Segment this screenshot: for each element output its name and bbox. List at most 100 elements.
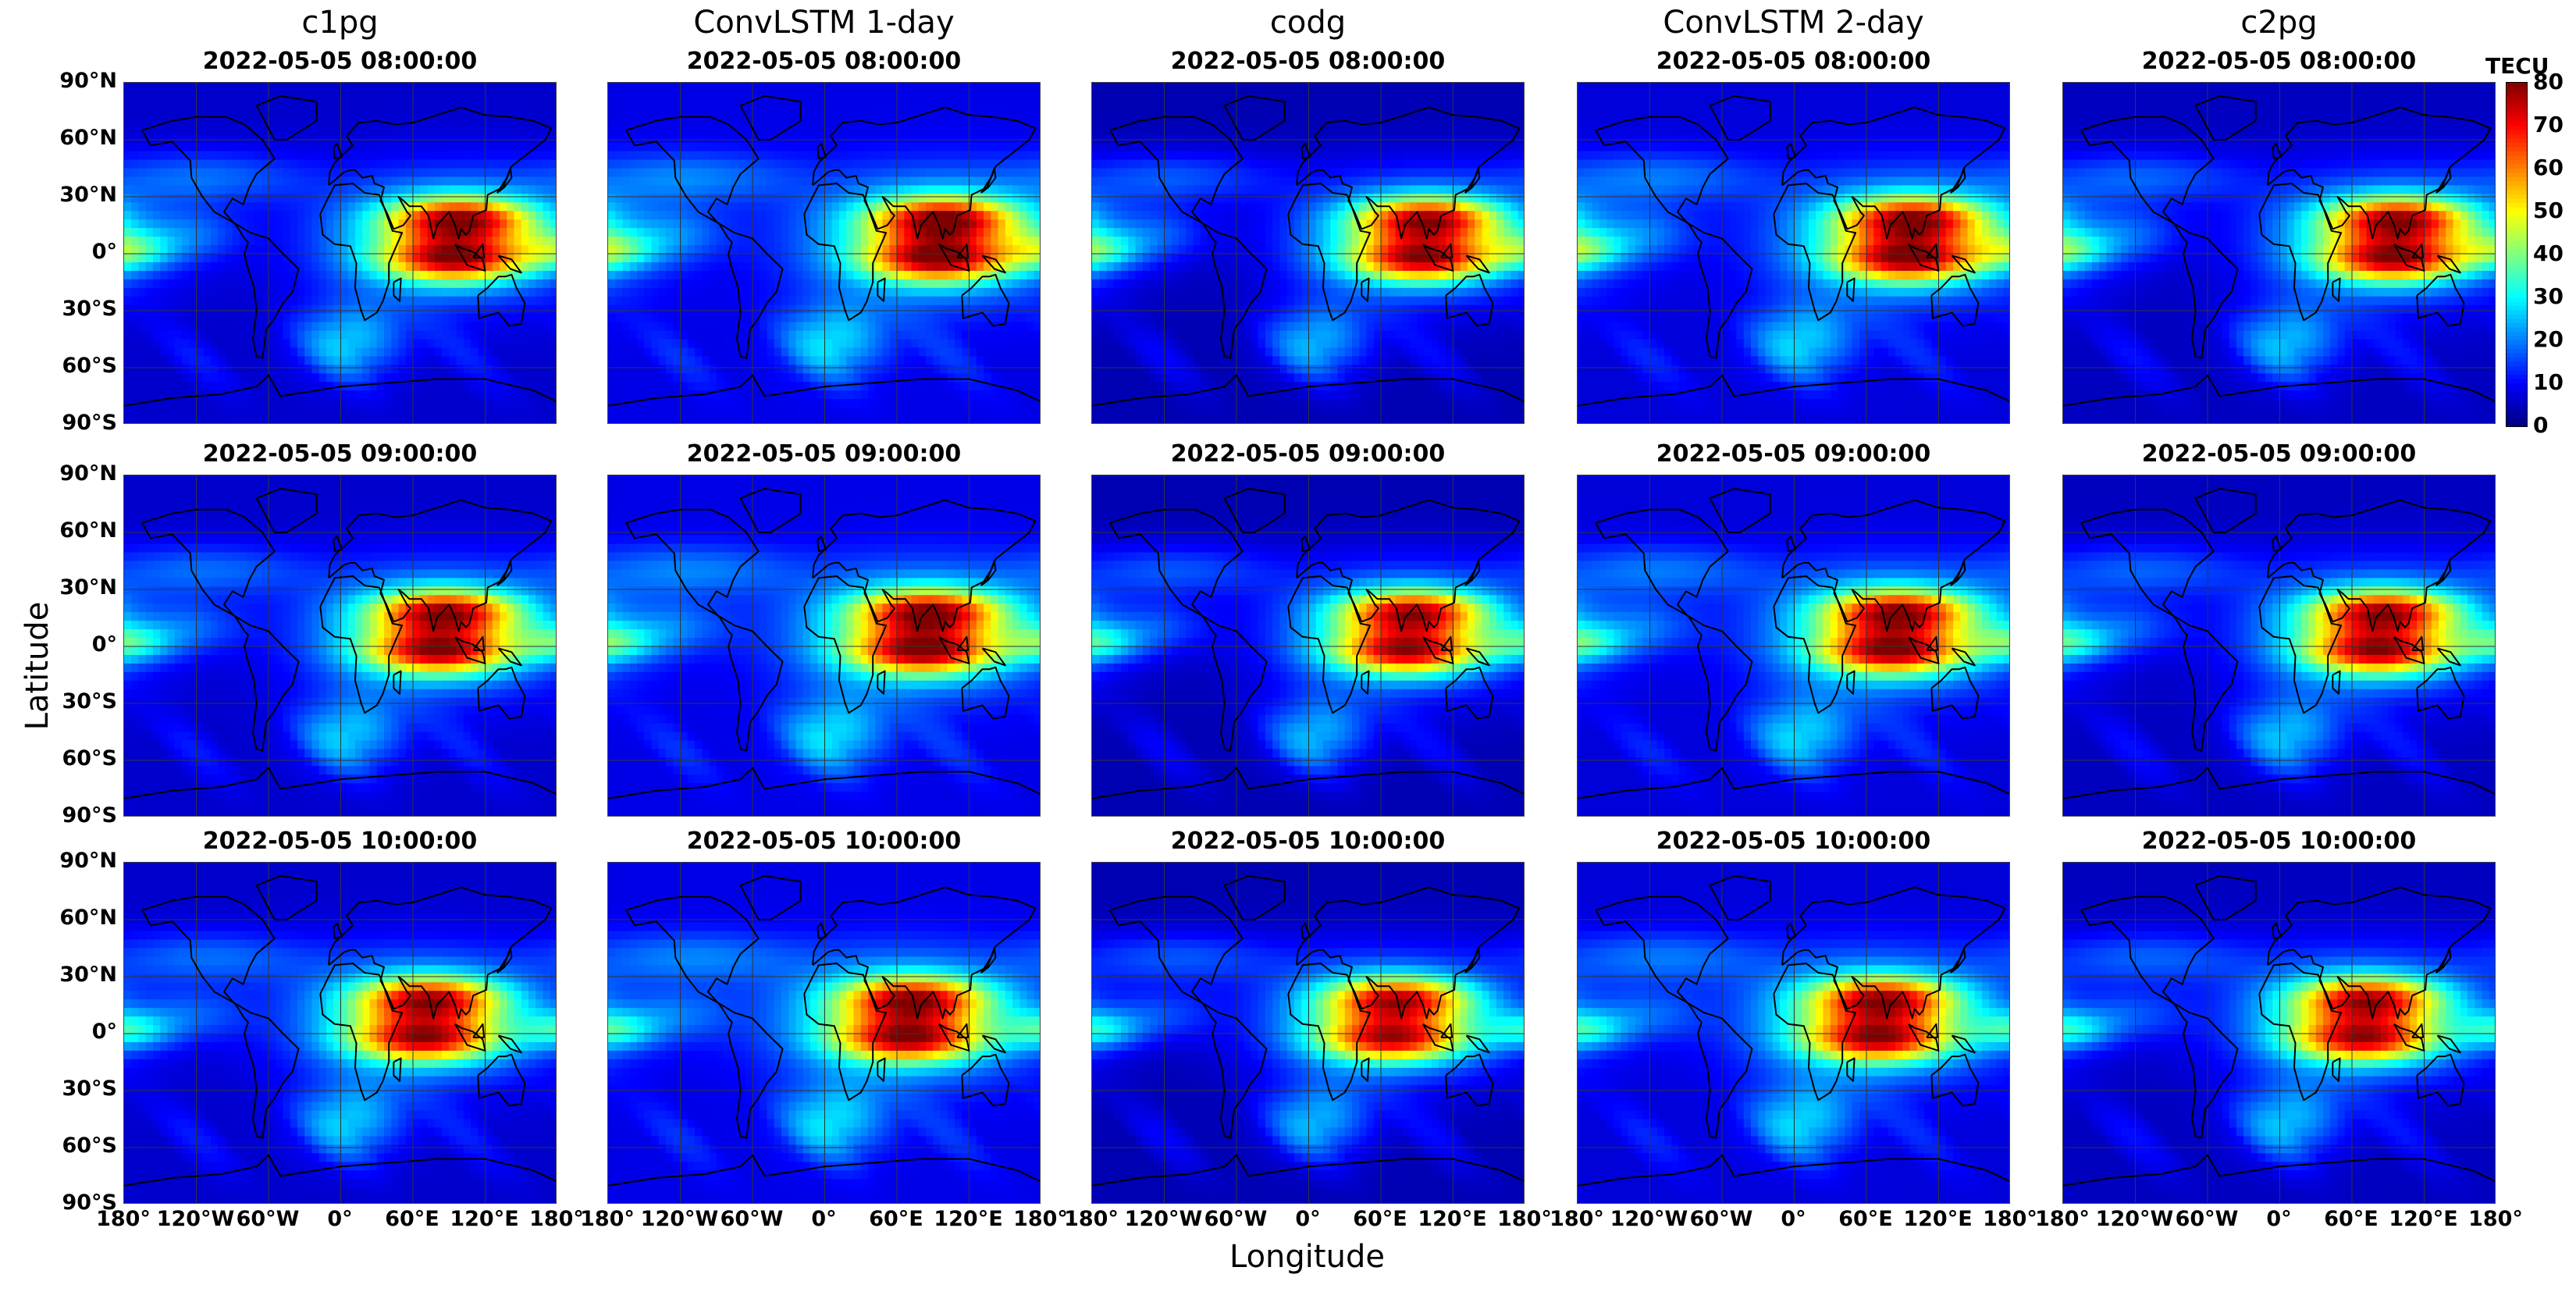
tec-cell xyxy=(991,254,999,263)
tec-cell xyxy=(124,237,132,246)
tec-cell xyxy=(434,254,443,263)
tec-cell xyxy=(514,408,522,417)
tec-cell xyxy=(976,228,984,237)
tec-cell xyxy=(297,91,305,101)
tec-cell xyxy=(528,373,536,383)
tec-cell xyxy=(254,211,262,220)
tec-cell xyxy=(875,219,884,229)
tec-cell xyxy=(622,176,631,186)
tec-cell xyxy=(318,373,327,383)
tec-cell xyxy=(203,287,212,297)
tec-cell xyxy=(911,176,920,186)
tec-cell xyxy=(413,339,421,349)
tec-cell xyxy=(629,270,638,280)
tec-cell xyxy=(471,287,479,297)
tec-cell xyxy=(240,219,247,229)
tec-cell xyxy=(420,125,429,135)
tec-cell xyxy=(535,108,544,118)
tec-cell xyxy=(702,356,710,365)
tec-cell xyxy=(716,322,724,332)
tec-cell xyxy=(362,133,371,144)
tec-cell xyxy=(969,91,977,101)
tec-cell xyxy=(535,399,544,408)
tec-cell xyxy=(709,133,717,144)
tec-cell xyxy=(846,142,855,152)
tec-cell xyxy=(391,330,400,340)
tec-cell xyxy=(882,83,891,92)
tec-cell xyxy=(297,151,305,161)
tec-cell xyxy=(795,313,804,323)
tec-cell xyxy=(802,125,811,135)
tec-cell xyxy=(629,168,638,178)
tec-cell xyxy=(745,219,753,229)
tec-cell xyxy=(955,159,962,169)
tec-cell xyxy=(376,365,385,374)
tec-cell xyxy=(434,194,443,203)
tec-cell xyxy=(802,339,811,349)
tec-cell xyxy=(709,91,717,101)
tec-cell xyxy=(145,373,154,383)
tec-cell xyxy=(521,382,529,391)
tec-cell xyxy=(911,142,920,152)
tec-cell xyxy=(673,330,681,340)
tec-cell xyxy=(550,416,556,423)
tec-cell xyxy=(955,116,962,126)
tec-cell xyxy=(507,219,515,229)
tec-cell xyxy=(608,408,616,417)
tec-cell xyxy=(138,159,147,169)
tec-cell xyxy=(304,108,313,118)
tec-cell xyxy=(434,125,443,135)
tec-cell xyxy=(889,304,898,315)
tec-cell xyxy=(485,237,493,246)
tec-cell xyxy=(492,313,500,323)
tec-cell xyxy=(810,262,818,272)
tec-cell xyxy=(622,304,631,315)
tec-cell xyxy=(347,365,356,374)
tec-cell xyxy=(911,287,920,297)
tec-cell xyxy=(875,237,884,246)
tec-cell xyxy=(442,356,450,365)
tec-cell xyxy=(369,416,378,423)
tec-cell xyxy=(333,211,342,220)
tec-cell xyxy=(333,219,342,229)
tec-cell xyxy=(521,347,529,357)
tec-cell xyxy=(644,125,653,135)
tec-cell xyxy=(232,347,240,357)
tec-cell xyxy=(802,390,811,400)
tec-cell xyxy=(767,373,775,383)
tec-cell xyxy=(225,382,233,391)
tec-cell xyxy=(283,83,291,92)
tec-cell xyxy=(1308,91,1317,101)
tec-cell xyxy=(615,83,624,92)
tec-cell xyxy=(405,108,414,118)
tec-cell xyxy=(875,322,884,332)
tec-cell xyxy=(860,330,869,340)
tec-cell xyxy=(160,159,169,169)
tec-cell xyxy=(131,347,140,357)
tec-cell xyxy=(340,356,349,365)
tec-cell xyxy=(500,185,507,194)
tec-cell xyxy=(528,83,536,92)
tec-cell xyxy=(1019,287,1028,297)
tec-cell xyxy=(637,399,645,408)
tec-cell xyxy=(889,168,898,178)
tec-cell xyxy=(362,304,371,315)
tec-cell xyxy=(124,245,132,254)
tec-cell xyxy=(254,83,262,92)
tec-cell xyxy=(1135,91,1144,101)
tec-cell xyxy=(897,322,905,332)
tec-cell xyxy=(384,296,392,306)
tec-cell xyxy=(283,185,291,194)
tec-cell xyxy=(608,416,616,423)
tec-cell xyxy=(622,168,631,178)
tec-cell xyxy=(449,365,457,374)
tec-cell xyxy=(167,219,176,229)
tec-cell xyxy=(817,390,826,400)
coastline xyxy=(625,116,784,359)
tec-cell xyxy=(471,373,479,383)
tec-cell xyxy=(984,99,991,109)
tec-cell xyxy=(398,211,407,220)
tec-cell xyxy=(550,245,556,254)
tec-cell xyxy=(926,237,934,246)
tec-cell xyxy=(629,142,638,152)
